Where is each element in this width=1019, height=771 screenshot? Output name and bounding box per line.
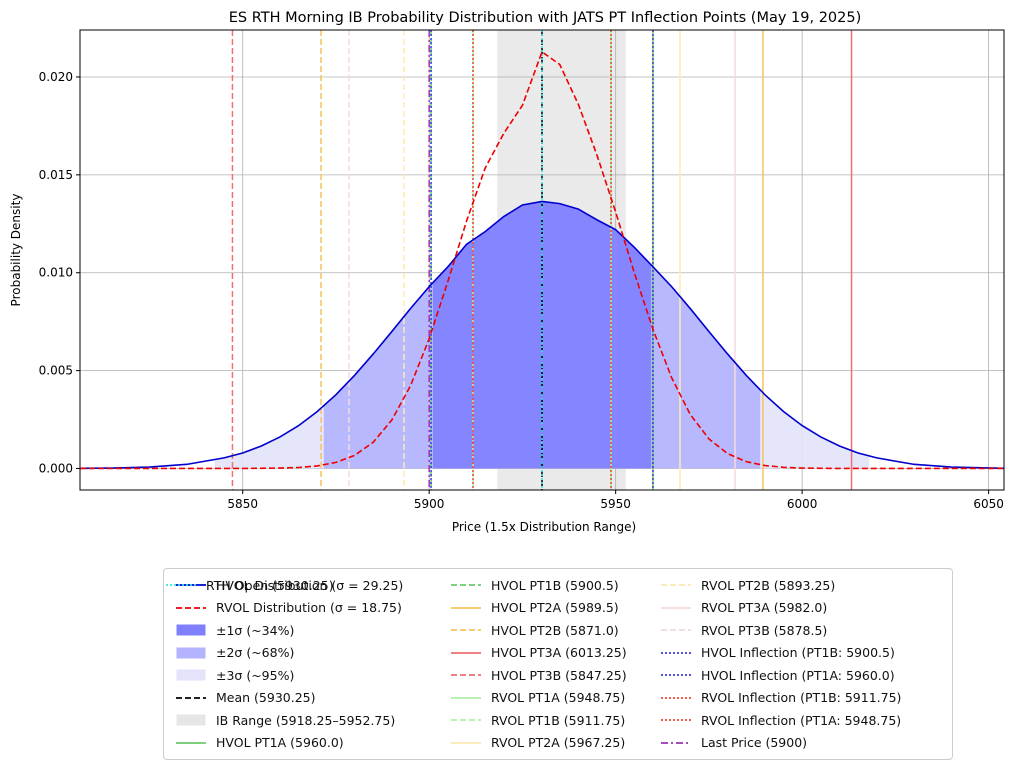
legend-item: RVOL PT3B (5878.5) — [659, 619, 827, 641]
legend-swatch — [166, 584, 196, 586]
legend-swatch — [176, 647, 206, 658]
legend-swatch — [661, 696, 691, 699]
legend-item: RTH Open (5930.25) — [164, 574, 334, 596]
legend-swatch — [661, 741, 691, 744]
y-axis-label: Probability Density — [9, 194, 23, 307]
legend-item: HVOL Inflection (PT1A: 5960.0) — [659, 664, 895, 686]
legend-swatch — [661, 606, 691, 609]
chart-legend: HVOL Distribution (σ = 29.25) RVOL Distri… — [163, 568, 953, 760]
legend-label: ±3σ (~95%) — [216, 667, 295, 683]
legend-item: RVOL PT2A (5967.25) — [449, 732, 625, 754]
legend-swatch-patch — [176, 669, 206, 681]
legend-item: IB Range (5918.25–5952.75) — [174, 709, 395, 731]
plot-frame — [79, 29, 1005, 491]
legend-label: Last Price (5900) — [701, 735, 808, 750]
legend-item: RVOL Inflection (PT1B: 5911.75) — [659, 687, 901, 709]
legend-item: HVOL PT3B (5847.25) — [449, 664, 627, 686]
legend-label: Mean (5930.25) — [216, 690, 316, 705]
legend-item: RVOL PT3A (5982.0) — [659, 597, 827, 619]
legend-label: RVOL PT1A (5948.75) — [491, 690, 626, 705]
legend-label: RVOL Inflection (PT1B: 5911.75) — [701, 690, 902, 705]
legend-label: HVOL Inflection (PT1A: 5960.0) — [701, 667, 895, 683]
x-tick-label: 6050 — [973, 497, 1004, 511]
legend-swatch — [451, 696, 481, 699]
legend-label: RVOL PT1B (5911.75) — [491, 712, 626, 728]
legend-item: RVOL PT1A (5948.75) — [449, 687, 625, 709]
legend-item: RVOL PT1B (5911.75) — [449, 709, 625, 731]
legend-label: RVOL PT3B (5878.5) — [701, 622, 828, 638]
legend-label: RTH Open (5930.25) — [206, 577, 334, 593]
legend-item: HVOL PT1B (5900.5) — [449, 574, 619, 596]
legend-label: HVOL Inflection (PT1B: 5900.5) — [701, 645, 895, 660]
legend-item: ±2σ (~68%) — [174, 642, 294, 664]
legend-label: HVOL PT2B (5871.0) — [491, 622, 619, 638]
x-tick-label: 5950 — [600, 497, 631, 511]
y-tick-label: 0.000 — [39, 461, 73, 475]
legend-swatch — [451, 606, 481, 609]
legend-label: RVOL PT3A (5982.0) — [701, 600, 828, 615]
legend-item: HVOL Inflection (PT1B: 5900.5) — [659, 642, 895, 664]
legend-swatch — [451, 741, 481, 744]
legend-swatch-patch — [176, 647, 206, 658]
legend-label: ±2σ (~68%) — [216, 645, 295, 660]
legend-item: HVOL PT2A (5989.5) — [449, 597, 619, 619]
legend-swatch — [661, 674, 691, 676]
y-tick-label: 0.010 — [39, 266, 73, 280]
legend-swatch-patch — [176, 714, 206, 726]
legend-swatch — [176, 624, 206, 636]
legend-swatch — [451, 629, 481, 631]
legend-item: Mean (5930.25) — [174, 687, 315, 709]
y-tick-label: 0.020 — [39, 70, 73, 84]
distribution-curve — [80, 200, 1004, 470]
legend-swatch — [661, 651, 691, 654]
x-tick-label: 5850 — [227, 497, 258, 511]
legend-label: RVOL Distribution (σ = 18.75) — [216, 600, 402, 615]
distribution-curve — [80, 50, 1004, 470]
legend-item: HVOL PT2B (5871.0) — [449, 619, 619, 641]
legend-label: HVOL PT1A (5960.0) — [216, 735, 344, 750]
legend-swatch — [176, 669, 206, 681]
legend-label: HVOL PT3B (5847.25) — [491, 667, 627, 683]
legend-item: HVOL PT3A (6013.25) — [449, 642, 627, 664]
legend-item: ±1σ (~34%) — [174, 619, 294, 641]
legend-label: HVOL PT1B (5900.5) — [491, 577, 619, 593]
legend-swatch — [451, 651, 481, 654]
legend-swatch — [451, 674, 481, 676]
legend-label: HVOL PT3A (6013.25) — [491, 645, 627, 660]
legend-swatch — [176, 741, 206, 744]
legend-label: IB Range (5918.25–5952.75) — [216, 712, 396, 728]
legend-label: ±1σ (~34%) — [216, 622, 295, 638]
legend-swatch — [176, 696, 206, 699]
legend-swatch-patch — [176, 624, 206, 636]
legend-item: RVOL Inflection (PT1A: 5948.75) — [659, 709, 901, 731]
x-tick-label: 6000 — [787, 497, 818, 511]
legend-item: RVOL Distribution (σ = 18.75) — [174, 597, 402, 619]
plot-content — [80, 30, 1004, 490]
x-tick-label: 5900 — [414, 497, 445, 511]
legend-label: RVOL PT2A (5967.25) — [491, 735, 626, 750]
x-axis-label: Price (1.5x Distribution Range) — [452, 520, 636, 534]
legend-swatch — [176, 714, 206, 726]
legend-swatch — [661, 629, 691, 631]
legend-item: Last Price (5900) — [659, 732, 807, 754]
legend-label: HVOL Distribution (σ = 29.25) — [216, 577, 404, 593]
legend-swatch — [451, 719, 481, 721]
legend-swatch — [176, 606, 206, 609]
y-tick-label: 0.015 — [39, 168, 73, 182]
y-tick-label: 0.005 — [39, 364, 73, 378]
plot-area: 5850 5900 5950 6000 6050 0.000 0.005 0.010 0.015… — [39, 29, 1005, 511]
legend-label: RVOL Inflection (PT1A: 5948.75) — [701, 712, 902, 728]
chart-title: ES RTH Morning IB Probability Distributi… — [229, 10, 862, 26]
legend-item: RVOL PT2B (5893.25) — [659, 574, 835, 596]
legend-label: RVOL PT2B (5893.25) — [701, 577, 836, 593]
legend-item: ±3σ (~95%) — [174, 664, 294, 686]
legend-item: HVOL PT1A (5960.0) — [174, 732, 344, 754]
legend-label: HVOL PT2A (5989.5) — [491, 600, 619, 615]
legend-swatch — [451, 584, 481, 586]
legend-swatch — [661, 584, 691, 586]
legend-swatch — [661, 719, 691, 721]
